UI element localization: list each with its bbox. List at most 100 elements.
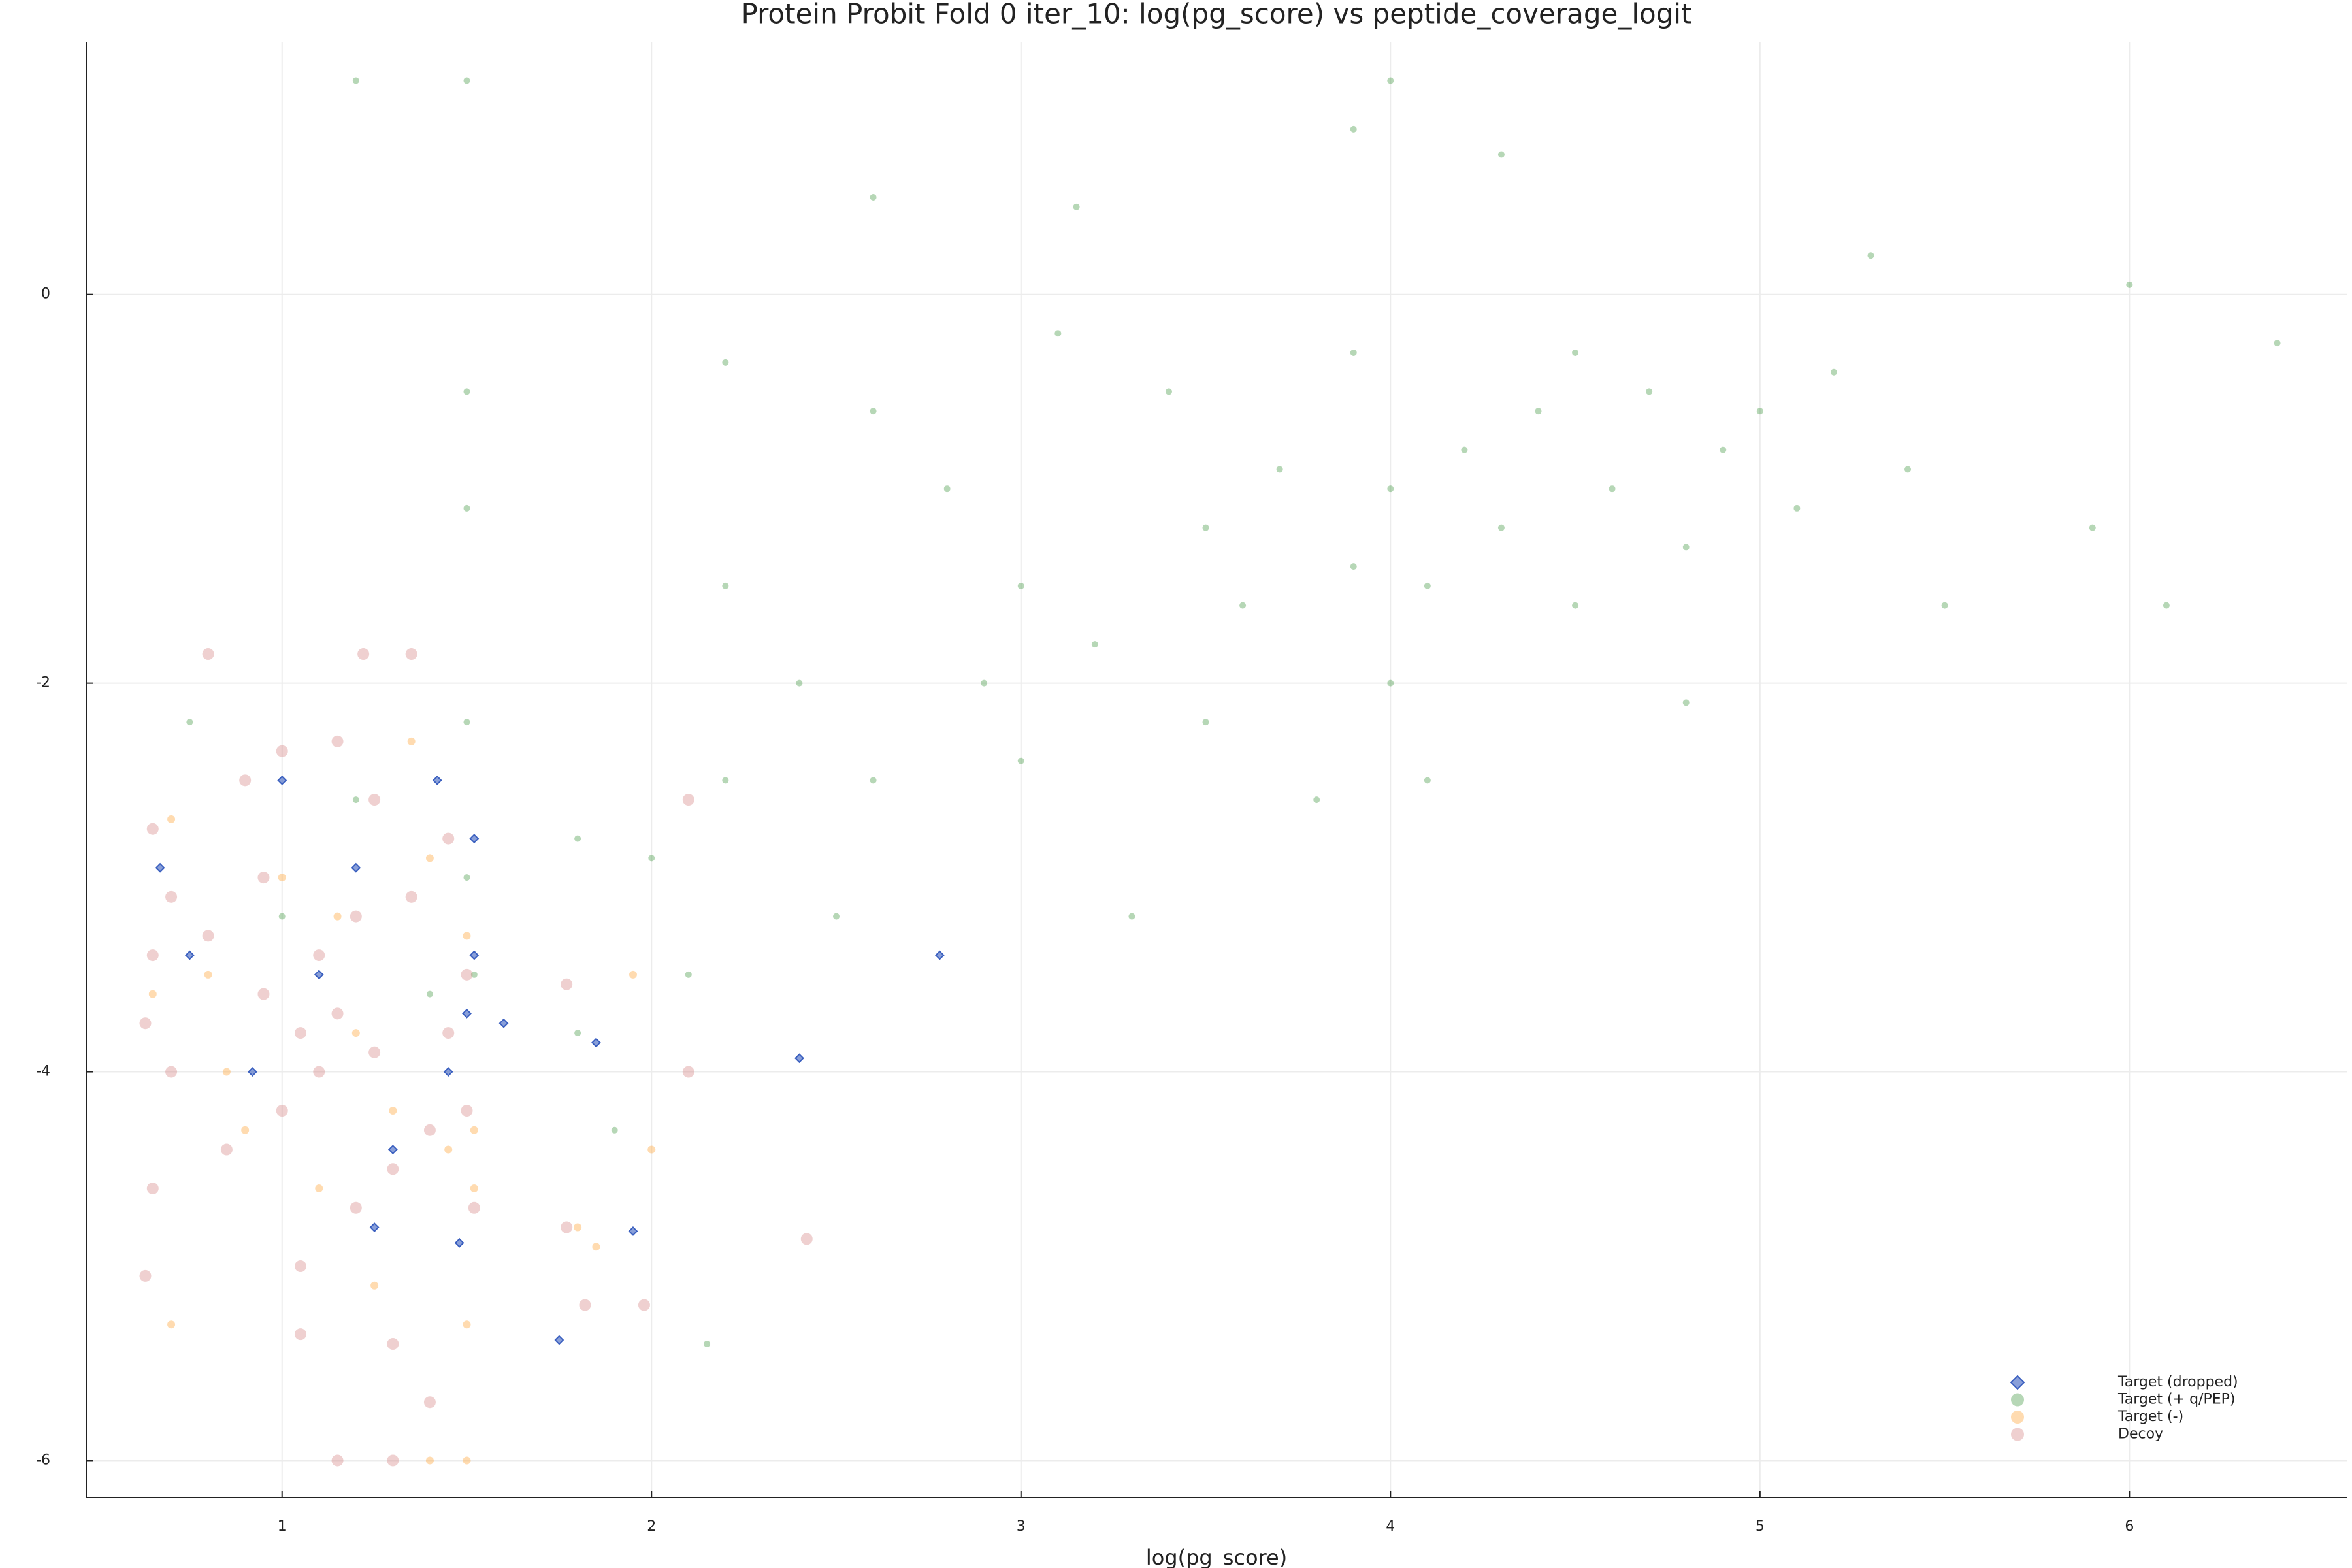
point bbox=[611, 1126, 618, 1134]
point bbox=[432, 775, 442, 785]
point bbox=[387, 1454, 399, 1467]
point bbox=[1461, 446, 1468, 453]
point bbox=[313, 949, 325, 962]
point bbox=[462, 1008, 472, 1019]
point bbox=[704, 1341, 711, 1348]
point bbox=[1350, 563, 1357, 570]
point bbox=[423, 1124, 436, 1136]
point bbox=[357, 648, 370, 661]
point bbox=[2274, 340, 2281, 347]
point bbox=[239, 774, 252, 787]
point bbox=[1276, 466, 1283, 473]
point bbox=[591, 1037, 601, 1048]
point bbox=[407, 737, 416, 745]
point bbox=[165, 1066, 178, 1078]
point bbox=[350, 1201, 362, 1214]
point bbox=[351, 1029, 360, 1037]
point bbox=[277, 775, 287, 785]
point bbox=[1572, 602, 1579, 609]
point bbox=[295, 1260, 307, 1273]
legend-label: Target (dropped) bbox=[2117, 1374, 2238, 1390]
point bbox=[1609, 485, 1616, 493]
x-tick-label: 5 bbox=[1756, 1518, 1765, 1535]
point bbox=[1350, 349, 1357, 356]
point bbox=[220, 1143, 233, 1156]
point bbox=[1073, 203, 1080, 210]
point bbox=[1424, 582, 1431, 589]
point bbox=[469, 834, 480, 844]
point bbox=[146, 823, 159, 835]
point bbox=[1313, 796, 1320, 804]
point bbox=[155, 862, 165, 873]
point bbox=[463, 1456, 471, 1465]
point bbox=[579, 1299, 591, 1311]
point bbox=[1720, 446, 1727, 453]
y-tick-label: -4 bbox=[36, 1064, 50, 1080]
legend-marker bbox=[2011, 1393, 2024, 1407]
point bbox=[870, 193, 877, 201]
x-tick-label: 3 bbox=[1017, 1518, 1026, 1535]
point bbox=[638, 1299, 650, 1311]
point bbox=[425, 1456, 434, 1465]
point bbox=[248, 1067, 257, 1077]
point bbox=[1387, 77, 1394, 84]
chart-title: Protein Probit Fold 0 iter_10: log(pg_sc… bbox=[741, 0, 1691, 30]
y-tick-label: -2 bbox=[36, 675, 50, 691]
point bbox=[186, 719, 193, 726]
point bbox=[350, 910, 362, 923]
point bbox=[146, 949, 159, 962]
point bbox=[1830, 368, 1837, 376]
point bbox=[1793, 504, 1801, 512]
point bbox=[1202, 719, 1209, 726]
point bbox=[368, 1046, 381, 1058]
point bbox=[333, 912, 342, 921]
point bbox=[574, 835, 581, 842]
x-tick-label: 6 bbox=[2125, 1518, 2134, 1535]
point bbox=[833, 913, 840, 920]
point bbox=[148, 990, 157, 998]
point bbox=[257, 872, 270, 884]
point bbox=[165, 890, 178, 903]
point bbox=[870, 408, 877, 415]
point bbox=[463, 932, 471, 940]
point bbox=[469, 950, 480, 960]
point bbox=[442, 832, 455, 845]
point bbox=[1904, 466, 1912, 473]
point bbox=[202, 648, 214, 661]
point bbox=[331, 735, 344, 747]
point bbox=[1054, 330, 1062, 337]
point bbox=[295, 1027, 307, 1039]
point bbox=[241, 1126, 250, 1134]
point bbox=[561, 978, 573, 990]
point bbox=[685, 971, 692, 978]
point bbox=[1646, 388, 1653, 395]
y-tick-label: 0 bbox=[41, 286, 50, 302]
point bbox=[331, 1454, 344, 1467]
point bbox=[870, 777, 877, 784]
point bbox=[454, 1237, 465, 1248]
point bbox=[682, 1066, 694, 1078]
point bbox=[139, 1017, 152, 1030]
point bbox=[1497, 151, 1505, 158]
point bbox=[574, 1223, 582, 1232]
x-tick-label: 2 bbox=[647, 1518, 656, 1535]
point bbox=[1756, 408, 1763, 415]
point bbox=[1017, 582, 1024, 589]
point bbox=[1682, 699, 1690, 706]
point bbox=[629, 970, 637, 979]
point bbox=[278, 913, 286, 920]
x-tick-label: 4 bbox=[1386, 1518, 1395, 1535]
point bbox=[461, 1105, 473, 1117]
point bbox=[722, 777, 729, 784]
point bbox=[222, 1068, 231, 1076]
point bbox=[204, 970, 212, 979]
point bbox=[184, 950, 195, 960]
point bbox=[370, 1281, 379, 1290]
point bbox=[1202, 524, 1209, 531]
point bbox=[461, 968, 473, 981]
point bbox=[426, 990, 433, 998]
point bbox=[1387, 485, 1394, 493]
point bbox=[794, 1053, 804, 1064]
point bbox=[561, 1221, 573, 1233]
